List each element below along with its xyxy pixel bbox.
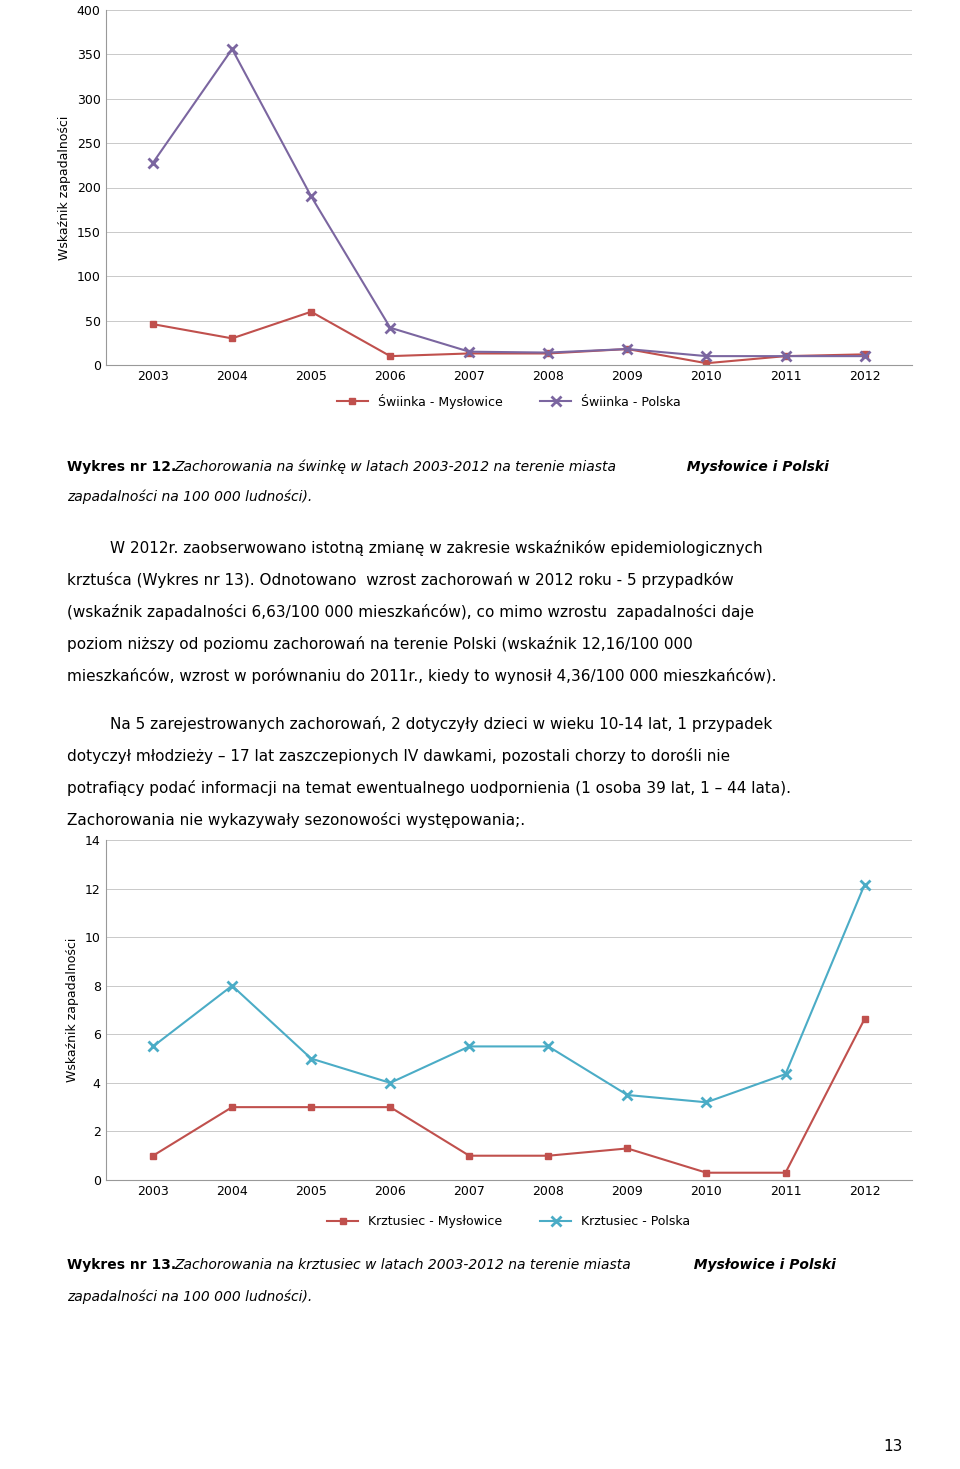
Text: Zachorowania na krztusiec w latach 2003-2012 na terenie miasta: Zachorowania na krztusiec w latach 2003-… [175,1257,632,1272]
Text: Zachorowania na świnkę w latach 2003-2012 na terenie miasta: Zachorowania na świnkę w latach 2003-201… [175,460,616,474]
Legend: Krztusiec - Mysłowice, Krztusiec - Polska: Krztusiec - Mysłowice, Krztusiec - Polsk… [323,1210,695,1234]
Text: Zachorowania nie wykazywały sezonowości występowania;.: Zachorowania nie wykazywały sezonowości … [67,812,525,829]
Text: Wykres nr 13.: Wykres nr 13. [67,1257,177,1272]
Legend: Świinka - Mysłowice, Świinka - Polska: Świinka - Mysłowice, Świinka - Polska [331,389,686,414]
Text: zapadalności na 100 000 ludności).: zapadalności na 100 000 ludności). [67,1290,312,1304]
Text: 13: 13 [883,1440,902,1454]
Text: zapadalności na 100 000 ludności).: zapadalności na 100 000 ludności). [67,491,312,504]
Text: dotyczył młodzieży – 17 lat zaszczepionych IV dawkami, pozostali chorzy to doroś: dotyczył młodzieży – 17 lat zaszczepiony… [67,748,731,764]
Y-axis label: Wskaźnik zapadalności: Wskaźnik zapadalności [66,937,80,1083]
Text: Mysłowice i Polski: Mysłowice i Polski [677,460,828,474]
Text: Na 5 zarejestrowanych zachorowań, 2 dotyczyły dzieci w wieku 10-14 lat, 1 przypa: Na 5 zarejestrowanych zachorowań, 2 doty… [110,715,773,732]
Text: potrafiący podać informacji na temat ewentualnego uodpornienia (1 osoba 39 lat, : potrafiący podać informacji na temat ewe… [67,780,791,796]
Text: (wskaźnik zapadalności 6,63/100 000 mieszkańców), co mimo wzrostu  zapadalności : (wskaźnik zapadalności 6,63/100 000 mies… [67,604,755,620]
Text: mieszkańców, wzrost w porównaniu do 2011r., kiedy to wynosił 4,36/100 000 mieszk: mieszkańców, wzrost w porównaniu do 2011… [67,668,777,685]
Text: krztuśca (Wykres nr 13). Odnotowano  wzrost zachorowań w 2012 roku - 5 przypadkó: krztuśca (Wykres nr 13). Odnotowano wzro… [67,571,734,588]
Text: W 2012r. zaobserwowano istotną zmianę w zakresie wskaźników epidemiologicznych: W 2012r. zaobserwowano istotną zmianę w … [110,541,763,555]
Text: Mysłowice i Polski: Mysłowice i Polski [684,1257,835,1272]
Y-axis label: Wskaźnik zapadalności: Wskaźnik zapadalności [59,115,71,260]
Text: Wykres nr 12.: Wykres nr 12. [67,460,177,474]
Text: poziom niższy od poziomu zachorowań na terenie Polski (wskaźnik 12,16/100 000: poziom niższy od poziomu zachorowań na t… [67,636,693,652]
